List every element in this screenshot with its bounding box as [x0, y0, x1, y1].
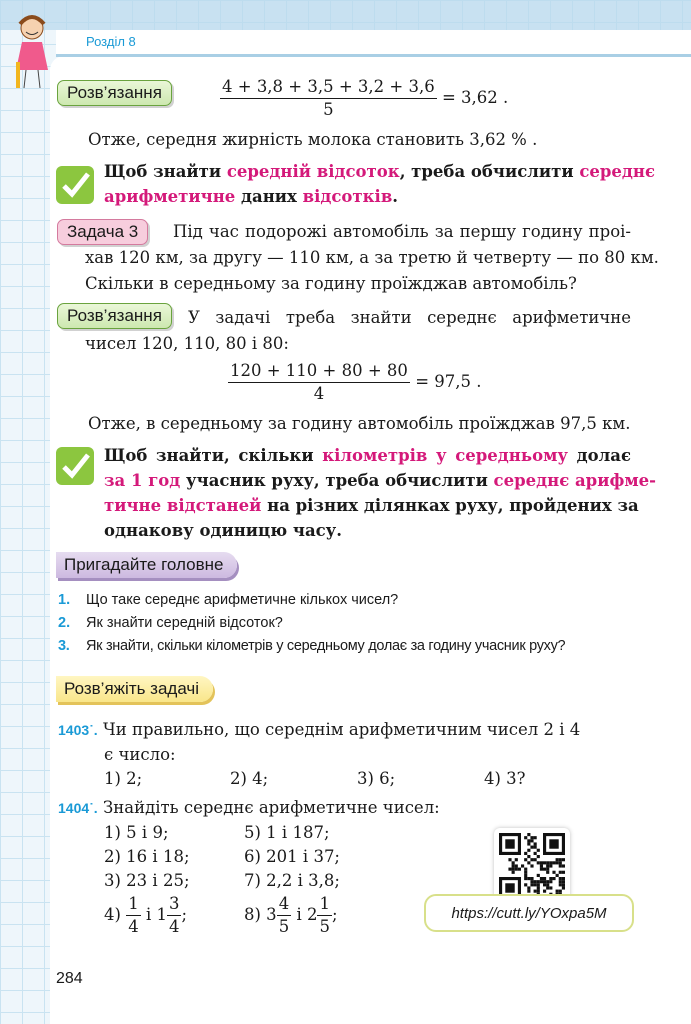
- rule-line: Щоб знайти середній відсоток, треба обчи…: [104, 160, 655, 184]
- rule-text: однакову одиницю часу.: [104, 521, 342, 540]
- exercise-1403: 1403˙. Чи правильно, що середнім арифмет…: [58, 718, 631, 742]
- solution-badge: Розв’язання: [57, 303, 172, 329]
- recall-item: 2. Як знайти середній відсоток?: [58, 615, 283, 631]
- formula-1: 4 + 3,8 + 3,5 + 3,2 + 3,6 5 = 3,62 .: [220, 76, 508, 121]
- highlighted-term: середнє арифме-: [493, 471, 657, 490]
- fraction-numerator: 4: [276, 893, 292, 916]
- exercise-row: 1) 5 і 9; 5) 1 і 187;: [104, 821, 650, 845]
- option: 6) 201 і 37;: [244, 847, 340, 866]
- rule-text: долає: [567, 446, 631, 465]
- exercise-text: є число:: [104, 745, 176, 764]
- rule-text: Щоб знайти: [104, 162, 227, 181]
- fraction-numerator: 1: [126, 893, 141, 916]
- rule-line: Щоб знайти, скільки кілометрів у середнь…: [104, 444, 631, 468]
- solution-2-line: У задачі треба знайти середнє арифметичн…: [188, 308, 631, 327]
- highlighted-term: тичне відстаней: [104, 496, 262, 515]
- item-text: Як знайти середній відсоток?: [86, 615, 283, 631]
- recall-item: 3. Як знайти, скільки кілометрів у середн…: [58, 638, 566, 654]
- option-text: ;: [331, 905, 338, 924]
- highlighted-term: середній відсоток: [226, 162, 400, 181]
- highlighted-term: за 1 год: [104, 471, 181, 490]
- qr-link[interactable]: https://cutt.ly/YOxpa5M: [424, 894, 634, 932]
- formula-2-denominator: 4: [313, 384, 325, 403]
- exercise-text: Чи правильно, що середнім арифметичним ч…: [102, 720, 581, 739]
- fraction-denominator: 5: [319, 917, 330, 936]
- rule-text: Щоб знайти, скільки: [104, 446, 323, 465]
- fraction-numerator: 1: [317, 893, 332, 916]
- formula-2-result: = 97,5 .: [415, 372, 482, 391]
- checkmark-icon: [56, 166, 94, 204]
- formula-1-result: = 3,62 .: [441, 88, 509, 107]
- formula-2-numerator: 120 + 110 + 80 + 80: [228, 360, 410, 383]
- exercise-1404: 1404˙. Знайдіть середнє арифметичне чисе…: [58, 796, 604, 820]
- option: 3) 6;: [357, 769, 396, 788]
- option: 2) 4;: [230, 769, 269, 788]
- page-number: 284: [56, 970, 83, 987]
- highlighted-term: середнє: [579, 162, 656, 181]
- option-label: 8) 3: [244, 905, 277, 924]
- recall-item: 1. Що таке середнє арифметичне кількох чи…: [58, 592, 398, 608]
- task-3-badge: Задача 3: [57, 219, 149, 245]
- conclusion-1: Отже, середня жирність молока становить …: [88, 130, 538, 149]
- item-number: 2.: [58, 615, 71, 631]
- fraction-denominator: 5: [278, 917, 290, 936]
- fraction-numerator: 3: [166, 893, 182, 916]
- exercise-text: Знайдіть середнє арифметичне чисел:: [102, 798, 440, 817]
- rule-text: на різних ділянках руху, пройдених за: [261, 496, 639, 515]
- highlighted-term: арифметичне: [104, 187, 236, 206]
- fraction-denominator: 4: [168, 917, 180, 936]
- highlighted-term: відсотків: [302, 187, 393, 206]
- option: 2) 16 і 18;: [104, 847, 190, 866]
- task-3-line: хав 120 км, за другу — 110 км, а за трет…: [85, 248, 659, 267]
- rule-text: даних: [235, 187, 303, 206]
- rule-line: арифметичне даних відсотків.: [104, 185, 631, 209]
- formula-1-denominator: 5: [323, 100, 334, 119]
- checkmark-icon: [56, 447, 94, 485]
- fraction-denominator: 4: [128, 917, 139, 936]
- option-text: ;: [181, 905, 188, 924]
- section-header: Розділ 8: [56, 30, 691, 57]
- option: 7) 2,2 і 3,8;: [244, 871, 340, 890]
- option-label: 4): [104, 905, 121, 924]
- conclusion-2: Отже, в середньому за годину автомобіль …: [88, 414, 631, 433]
- girl-illustration: [16, 15, 48, 89]
- option: 3) 23 і 25;: [104, 871, 190, 890]
- rule-text: учасник руху, треба обчислити: [180, 471, 494, 490]
- rule-line: за 1 год учасник руху, треба обчислити с…: [104, 469, 656, 493]
- rule-text: , треба обчислити: [399, 162, 580, 181]
- solution-2-line: чисел 120, 110, 80 і 80:: [85, 334, 289, 353]
- page-sheet: [50, 56, 691, 1024]
- task-3-line: Скільки в середньому за годину проїжджав…: [85, 274, 577, 293]
- recall-heading: Пригадайте головне: [56, 552, 238, 578]
- top-decor-band: [0, 0, 691, 30]
- rule-text: .: [392, 187, 399, 206]
- option: 5) 1 і 187;: [244, 823, 330, 842]
- option-text: і 2: [296, 905, 318, 924]
- option: 4) 3?: [484, 769, 526, 788]
- exercise-row: 3) 23 і 25; 7) 2,2 і 3,8;: [104, 869, 650, 893]
- option: 1) 5 і 9;: [104, 823, 169, 842]
- exercise-number: 1403˙.: [58, 722, 98, 738]
- rule-line: однакову одиницю часу.: [104, 519, 631, 543]
- solve-heading: Розв’яжіть задачі: [56, 676, 214, 702]
- option: 1) 2;: [104, 769, 143, 788]
- formula-1-numerator: 4 + 3,8 + 3,5 + 3,2 + 3,6: [220, 76, 437, 99]
- task-3-line: Під час подорожі автомобіль за першу год…: [173, 222, 631, 241]
- exercise-number: 1404˙.: [58, 800, 98, 816]
- rule-line: тичне відстаней на різних ділянках руху,…: [104, 494, 639, 518]
- exercise-row: 2) 16 і 18; 6) 201 і 37;: [104, 845, 650, 869]
- solution-badge: Розв’язання: [57, 80, 172, 106]
- qr-code[interactable]: [494, 828, 570, 904]
- item-text: Що таке середнє арифметичне кількох чисе…: [86, 592, 399, 608]
- item-number: 1.: [58, 592, 71, 608]
- highlighted-term: кілометрів у середньому: [322, 446, 568, 465]
- section-title: Розділ 8: [86, 34, 136, 49]
- item-text: Як знайти, скільки кілометрів у середньо…: [86, 638, 566, 654]
- formula-2: 120 + 110 + 80 + 80 4 = 97,5 .: [228, 360, 482, 405]
- item-number: 3.: [58, 638, 70, 654]
- option-text: і 1: [145, 905, 167, 924]
